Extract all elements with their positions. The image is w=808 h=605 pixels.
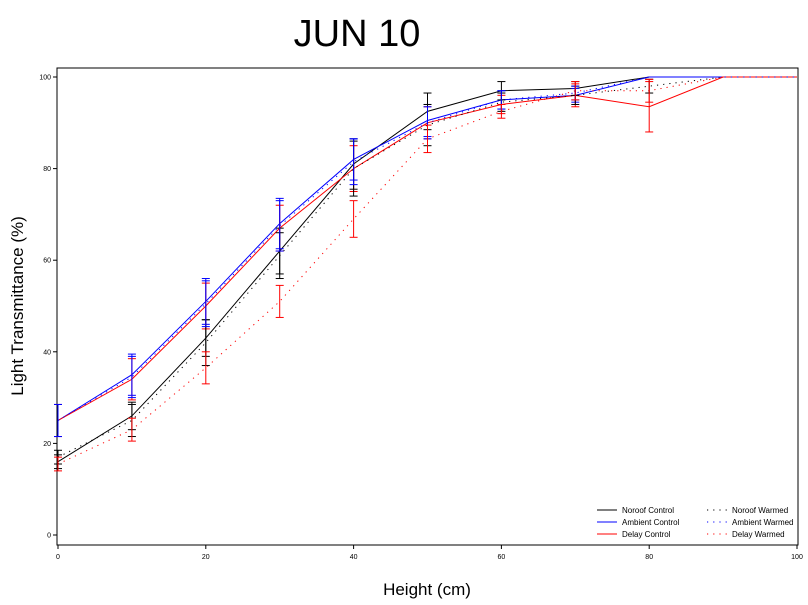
axis-ticks: 0 20 40 60 80 100 0 20 40 60 80 100 [39,75,803,562]
legend-entry: Noroof Warmed [732,506,788,515]
x-tick-label: 20 [202,554,210,561]
chart-title: JUN 10 [294,13,421,55]
error-bar [201,351,210,385]
x-tick-label: 0 [56,554,60,561]
x-tick-label: 100 [791,554,803,561]
error-bar [275,200,284,252]
legend-entry: Delay Control [622,530,671,539]
y-tick-label: 60 [43,258,51,265]
error-bar [201,280,210,328]
error-bar [423,124,432,154]
error-bar [54,456,62,472]
error-bar [54,403,62,438]
error-bar [349,200,358,238]
y-tick-label: 20 [43,441,51,448]
y-tick-label: 40 [43,349,51,356]
legend-entry: Noroof Control [622,506,674,515]
error-bar [127,355,136,399]
y-tick-label: 0 [47,533,51,540]
error-bar [645,78,654,103]
error-bar [127,417,136,442]
x-tick-label: 60 [498,554,506,561]
y-axis-label: Light Transmittance (%) [8,216,27,396]
error-bar [275,284,284,318]
y-tick-label: 100 [39,75,51,82]
x-tick-label: 40 [350,554,358,561]
y-tick-label: 80 [43,166,51,173]
legend: Noroof Control Ambient Control Delay Contr… [597,506,794,539]
error-bars [54,78,654,472]
x-tick-label: 80 [645,554,653,561]
x-axis-label: Height (cm) [383,580,471,599]
legend-entry: Ambient Warmed [732,518,794,527]
error-bar [571,81,580,101]
legend-entry: Ambient Control [622,518,680,527]
legend-entry: Delay Warmed [732,530,785,539]
error-bar [349,138,358,186]
plot-border [56,67,799,546]
plot-area [56,67,799,546]
error-bar [497,103,506,119]
